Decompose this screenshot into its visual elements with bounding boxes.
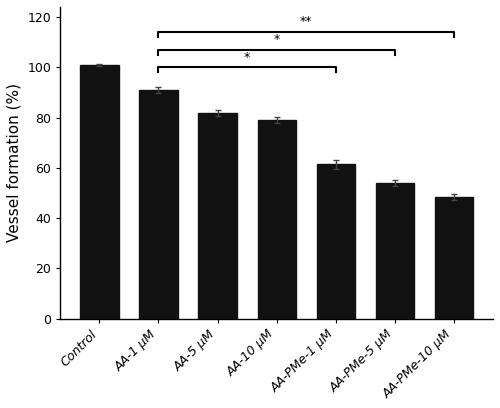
Bar [139,90,177,319]
Bar [435,197,474,319]
Text: *: * [274,33,280,46]
Text: *: * [244,51,250,64]
Bar [80,65,118,319]
Bar [198,113,237,319]
Bar [376,183,414,319]
Bar [316,164,355,319]
Y-axis label: Vessel formation (%): Vessel formation (%) [7,83,22,242]
Text: **: ** [300,16,312,28]
Bar [258,120,296,319]
